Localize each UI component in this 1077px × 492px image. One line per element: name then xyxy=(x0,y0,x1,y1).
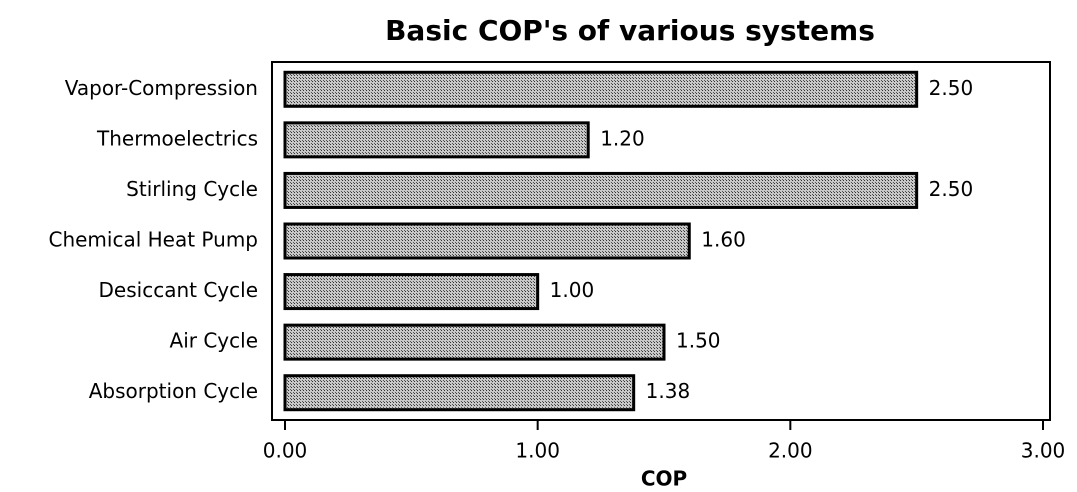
x-tick-label: 3.00 xyxy=(1021,439,1066,463)
bar xyxy=(283,121,590,159)
bar xyxy=(283,171,919,209)
chart-title: Basic COP's of various systems xyxy=(385,14,875,47)
bar xyxy=(283,273,540,311)
y-tick-label: Chemical Heat Pump xyxy=(48,228,258,252)
bar xyxy=(283,70,919,108)
value-label: 1.50 xyxy=(676,329,721,353)
bar xyxy=(283,374,636,412)
value-label: 1.38 xyxy=(646,379,691,403)
value-label: 2.50 xyxy=(929,177,974,201)
y-tick-label: Absorption Cycle xyxy=(89,379,258,403)
x-axis-label: COP xyxy=(641,467,687,491)
y-tick-label: Air Cycle xyxy=(170,329,258,353)
value-label: 1.20 xyxy=(600,126,645,150)
y-tick-label: Stirling Cycle xyxy=(126,177,258,201)
y-tick-label: Vapor-Compression xyxy=(65,76,258,100)
value-label: 2.50 xyxy=(929,76,974,100)
bar xyxy=(283,323,666,361)
value-label: 1.60 xyxy=(701,228,746,252)
x-tick-label: 2.00 xyxy=(768,439,813,463)
bar xyxy=(283,222,691,260)
plot-frame xyxy=(271,61,1051,421)
x-tick-label: 1.00 xyxy=(515,439,560,463)
y-tick-label: Desiccant Cycle xyxy=(99,278,258,302)
value-label: 1.00 xyxy=(550,278,595,302)
x-tick-label: 0.00 xyxy=(263,439,308,463)
y-tick-label: Thermoelectrics xyxy=(96,126,258,150)
